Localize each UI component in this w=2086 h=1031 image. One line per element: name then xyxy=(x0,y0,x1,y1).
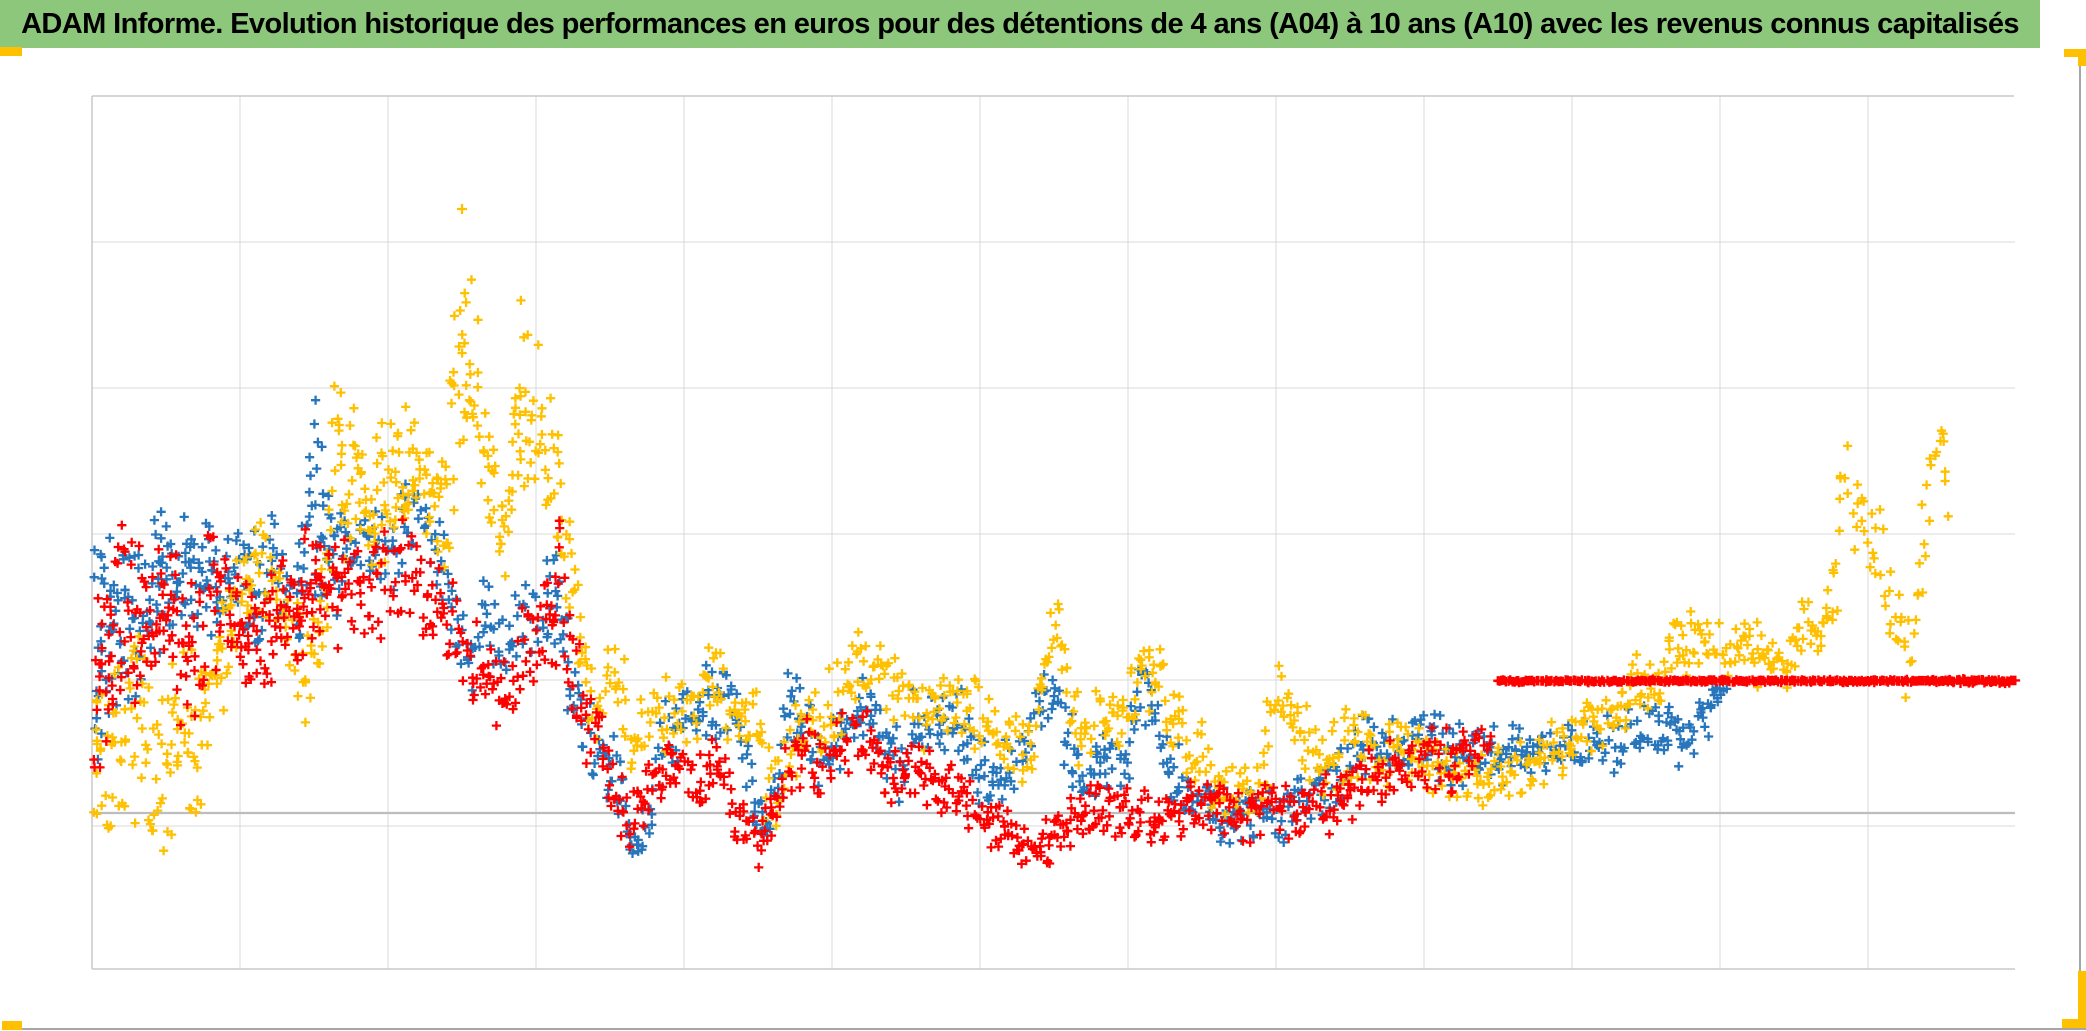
series-rouge xyxy=(89,515,1496,872)
corner-mark-top-right xyxy=(2064,49,2086,57)
series-jaune xyxy=(89,204,1953,856)
corner-mark-bottom-left xyxy=(2,1021,22,1030)
corner-mark-bottom-right xyxy=(2062,1019,2086,1028)
series-rouge-flat-line xyxy=(1493,674,2021,689)
window-edge-bottom xyxy=(22,1028,2086,1030)
corner-mark-bottom-right-arm xyxy=(2078,971,2086,1023)
chart-title: ADAM Informe. Evolution historique des p… xyxy=(21,7,2019,40)
corner-mark-top-left xyxy=(0,47,22,56)
window-edge-right xyxy=(2079,57,2081,1029)
plot-border xyxy=(91,95,2015,970)
chart-title-bar: ADAM Informe. Evolution historique des p… xyxy=(0,0,2040,48)
corner-mark-top-right-arm xyxy=(2078,49,2086,66)
